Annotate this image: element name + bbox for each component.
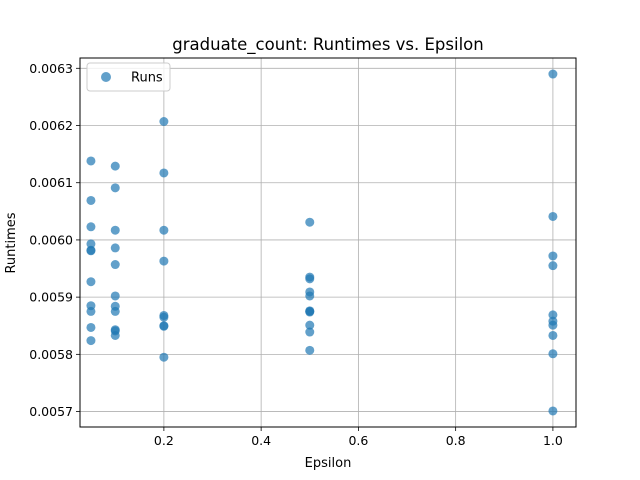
y-tick-label: 0.0058 bbox=[29, 347, 73, 362]
data-point bbox=[305, 345, 315, 355]
axis-ticks: 0.2 0.4 0.6 0.8 1.0 0.0057 0.0058 0.0059 0.0060 0… bbox=[29, 61, 563, 448]
y-tick-label: 0.0061 bbox=[29, 175, 73, 190]
data-point bbox=[86, 322, 96, 332]
legend-marker bbox=[101, 72, 111, 82]
legend-box bbox=[86, 62, 171, 92]
plot-area bbox=[80, 58, 576, 427]
data-point bbox=[548, 320, 558, 330]
data-point bbox=[110, 183, 120, 193]
chart-title: graduate_count: Runtimes vs. Epsilon bbox=[172, 35, 483, 55]
data-point bbox=[548, 406, 558, 416]
data-point bbox=[110, 161, 120, 171]
data-point bbox=[548, 69, 558, 79]
data-point bbox=[305, 320, 315, 330]
data-point bbox=[86, 245, 96, 255]
x-tick-label: 0.6 bbox=[348, 433, 368, 448]
data-point bbox=[305, 291, 315, 301]
y-axis-label: Runtimes bbox=[4, 212, 19, 273]
data-point bbox=[110, 306, 120, 316]
data-point bbox=[159, 225, 169, 235]
y-tick-label: 0.0062 bbox=[29, 118, 73, 133]
data-points bbox=[86, 69, 558, 416]
data-point bbox=[548, 211, 558, 221]
data-point bbox=[305, 327, 315, 337]
x-tick-label: 0.8 bbox=[446, 433, 466, 448]
data-point bbox=[159, 117, 169, 127]
x-axis-label: Epsilon bbox=[305, 456, 352, 471]
data-point bbox=[305, 306, 315, 316]
data-point bbox=[86, 239, 96, 249]
y-tick-label: 0.0057 bbox=[29, 404, 73, 419]
data-point bbox=[548, 330, 558, 340]
x-tick-label: 0.4 bbox=[251, 433, 271, 448]
data-point bbox=[110, 325, 120, 335]
grid bbox=[80, 58, 576, 427]
data-point bbox=[159, 168, 169, 178]
data-point bbox=[305, 217, 315, 227]
data-point bbox=[159, 352, 169, 362]
data-point bbox=[548, 349, 558, 359]
data-point bbox=[305, 274, 315, 284]
plot-frame bbox=[79, 57, 577, 428]
data-point bbox=[110, 260, 120, 270]
x-tick-label: 0.2 bbox=[154, 433, 174, 448]
data-point bbox=[159, 312, 169, 322]
data-point bbox=[548, 310, 558, 320]
legend-label: Runs bbox=[131, 71, 163, 86]
data-point bbox=[86, 156, 96, 166]
data-point bbox=[548, 251, 558, 261]
y-tick-label: 0.0063 bbox=[29, 61, 73, 76]
data-point bbox=[86, 277, 96, 287]
data-point bbox=[159, 321, 169, 331]
data-point bbox=[159, 256, 169, 266]
legend: Runs bbox=[86, 62, 171, 92]
data-point bbox=[110, 225, 120, 235]
y-tick-label: 0.0060 bbox=[29, 232, 73, 247]
data-point bbox=[110, 243, 120, 253]
data-point bbox=[86, 336, 96, 346]
data-point bbox=[86, 195, 96, 205]
data-point bbox=[110, 291, 120, 301]
data-point bbox=[86, 306, 96, 316]
x-tick-label: 1.0 bbox=[543, 433, 563, 448]
y-tick-label: 0.0059 bbox=[29, 290, 73, 305]
data-point bbox=[548, 261, 558, 271]
data-point bbox=[86, 222, 96, 232]
